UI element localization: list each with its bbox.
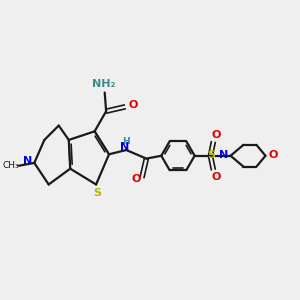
- Text: NH₂: NH₂: [92, 80, 115, 89]
- Text: N: N: [23, 157, 33, 166]
- Text: S: S: [207, 150, 215, 160]
- Text: O: O: [131, 174, 140, 184]
- Text: H: H: [122, 137, 130, 146]
- Text: O: O: [212, 130, 221, 140]
- Text: O: O: [128, 100, 137, 110]
- Text: O: O: [269, 150, 278, 160]
- Text: N: N: [219, 150, 228, 160]
- Text: O: O: [212, 172, 221, 182]
- Text: N: N: [120, 142, 129, 152]
- Text: S: S: [94, 188, 101, 197]
- Text: CH₃: CH₃: [2, 161, 19, 170]
